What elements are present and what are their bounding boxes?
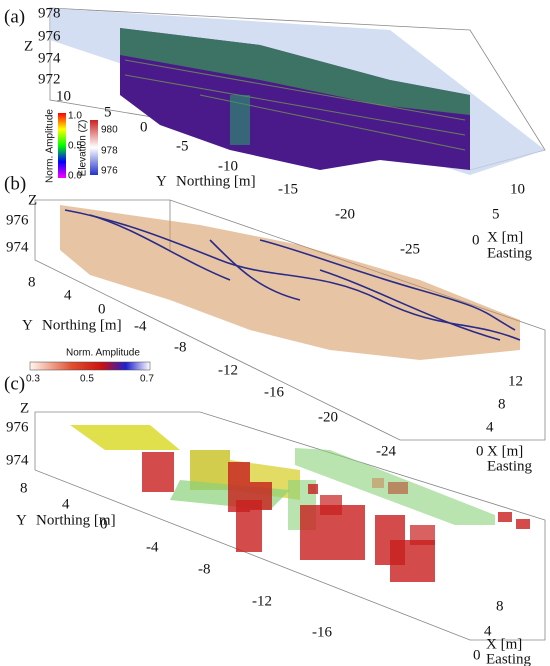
colorbar: [29, 361, 151, 371]
colorbar: [90, 120, 98, 175]
tick: 974: [6, 452, 29, 468]
axis-label: Y: [156, 173, 167, 189]
tick: 8: [20, 480, 28, 496]
panel-b-graphics: [29, 199, 546, 441]
axis-label: Z: [24, 38, 33, 54]
tick: 8: [498, 396, 506, 412]
axis-title: Easting: [487, 458, 532, 474]
tick: -20: [335, 206, 355, 222]
panel-a-graphics: [49, 7, 546, 175]
tick: 8: [496, 598, 504, 614]
tick: -5: [176, 138, 189, 154]
tick: 10: [56, 88, 71, 104]
tick: 10: [510, 181, 525, 197]
tick: 0.0: [68, 171, 82, 182]
tick: 4: [62, 496, 70, 512]
tick: 5: [492, 206, 500, 222]
tick: 0: [472, 232, 480, 248]
tick: 974: [6, 239, 29, 255]
axis-label: Z: [20, 400, 29, 416]
axis-title: Northing [m]: [36, 512, 116, 528]
tick: 4: [486, 419, 494, 435]
tick: -12: [218, 362, 238, 378]
panel-label: (b): [4, 173, 26, 194]
tick: -8: [198, 561, 211, 577]
tick: -20: [318, 409, 338, 425]
colorbar: [58, 113, 66, 178]
tick: -12: [252, 593, 272, 609]
tick: -8: [174, 339, 187, 355]
tick: 0: [100, 516, 108, 532]
tick: 0.7: [140, 374, 154, 385]
tick: 978: [38, 5, 61, 21]
colorbar-title: Norm. Amplitude: [45, 109, 56, 183]
tick: -16: [264, 384, 284, 400]
tick: 0.3: [26, 374, 40, 385]
tick: 976: [101, 166, 118, 177]
tick: -24: [376, 443, 396, 459]
tick: 976: [6, 212, 29, 228]
axis-title: Easting: [486, 651, 531, 666]
tick: 0: [473, 647, 481, 663]
colorbar-title: Elevation (Z): [78, 120, 89, 177]
tick: 12: [508, 373, 523, 389]
axis-label: X [m]: [487, 443, 523, 459]
tick: 980: [101, 125, 118, 136]
tick: 4: [484, 623, 492, 639]
tick: -10: [218, 158, 238, 174]
tick: 0.5: [68, 141, 82, 152]
tick: 0: [476, 443, 484, 459]
panel-label: (a): [4, 6, 25, 27]
colorbar-title: Norm. Amplitude: [66, 348, 140, 359]
tick: 972: [38, 71, 61, 87]
tick: -4: [134, 318, 147, 334]
tick: 0.5: [80, 374, 94, 385]
axis-title: Easting: [487, 245, 532, 261]
axis-label: X [m]: [487, 229, 523, 245]
tick: -25: [400, 241, 420, 257]
axis-label: Z: [28, 192, 37, 208]
tick: 976: [38, 28, 61, 44]
tick: 974: [38, 50, 61, 66]
tick: 5: [104, 104, 112, 120]
axis-title: Northing [m]: [42, 317, 122, 333]
tick: 0: [98, 301, 106, 317]
panel-c-graphics: [34, 411, 546, 641]
axis-label: Y: [22, 317, 33, 333]
tick: 976: [6, 419, 29, 435]
panel-label: (c): [4, 373, 25, 394]
tick: 8: [28, 274, 36, 290]
tick: -16: [312, 624, 332, 640]
tick: -4: [146, 539, 159, 555]
tick: 4: [64, 287, 72, 303]
tick: 0: [140, 119, 148, 135]
tick: -15: [278, 181, 298, 197]
tick: 978: [101, 146, 118, 157]
axis-label: X [m]: [486, 636, 522, 652]
axis-label: Y: [16, 512, 27, 528]
axis-title: Northing [m]: [176, 173, 256, 189]
tick: 1.0: [68, 111, 82, 122]
